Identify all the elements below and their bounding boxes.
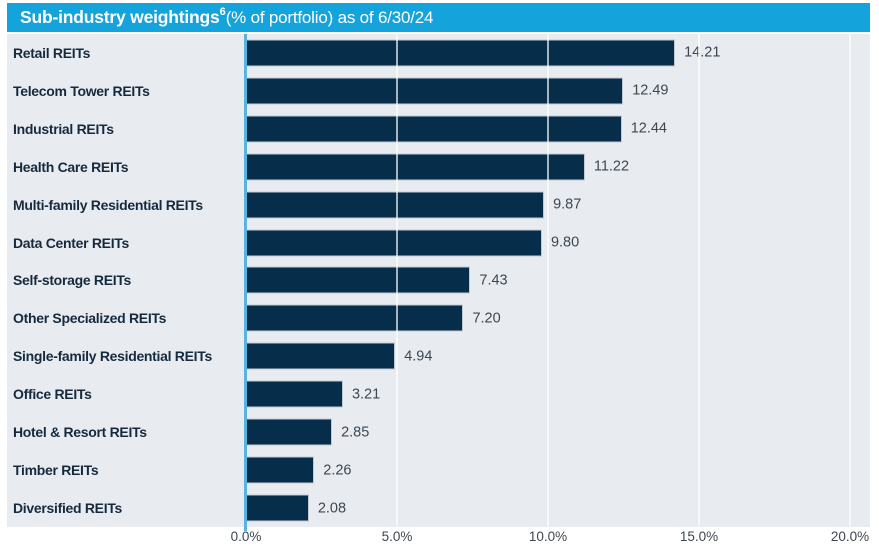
bar-row: Health Care REITs 11.22 (7, 148, 870, 186)
value-label: 3.21 (351, 386, 381, 403)
bar (246, 115, 622, 143)
bar-row: Timber REITs 2.26 (7, 451, 870, 489)
bar (246, 153, 585, 181)
bar-row: Data Center REITs 9.80 (7, 224, 870, 262)
bar (246, 304, 464, 332)
gridline (547, 34, 549, 527)
bar-track: 7.20 (246, 304, 850, 332)
footnote-marker: 6 (219, 5, 226, 18)
bar-row: Telecom Tower REITs 12.49 (7, 72, 870, 110)
bar-track: 2.08 (246, 494, 850, 522)
category-label: Health Care REITs (13, 158, 129, 175)
bar-track: 3.21 (246, 380, 850, 408)
category-label: Timber REITs (13, 462, 99, 479)
x-axis-tick-label: 10.0% (528, 529, 568, 544)
category-label: Retail REITs (13, 44, 91, 61)
value-label: 2.85 (341, 424, 370, 441)
bar-track: 12.44 (246, 115, 850, 143)
category-label: Industrial REITs (13, 120, 114, 137)
bar (246, 229, 542, 257)
value-label: 9.87 (553, 196, 582, 213)
category-label: Office REITs (13, 386, 92, 403)
bar-track: 11.22 (246, 153, 850, 181)
category-label: Data Center REITs (13, 234, 130, 251)
category-label: Hotel & Resort REITs (13, 424, 147, 441)
bar (246, 380, 343, 408)
value-label: 7.20 (472, 310, 501, 327)
bar (246, 494, 309, 522)
bar (246, 39, 676, 67)
x-axis-tick-label: 15.0% (679, 529, 719, 544)
x-axis-tick-label: 0.0% (230, 529, 262, 544)
bar-track: 14.21 (246, 39, 850, 67)
bar (246, 342, 396, 370)
bar (246, 266, 471, 294)
gridline (396, 34, 398, 527)
bar (246, 456, 315, 484)
gridline (849, 34, 851, 527)
chart-title: Sub-industry weightings (20, 7, 220, 27)
category-label: Self-storage REITs (13, 272, 132, 289)
category-label: Multi-family Residential REITs (13, 196, 203, 213)
bar-row: Self-storage REITs 7.43 (7, 262, 870, 300)
category-label: Single-family Residential REITs (13, 348, 212, 365)
category-label: Other Specialized REITs (13, 310, 167, 327)
value-label: 12.49 (632, 82, 669, 99)
bar (246, 418, 333, 446)
value-label: 2.08 (317, 500, 347, 517)
bar-row: Multi-family Residential REITs 9.87 (7, 186, 870, 224)
value-label: 7.43 (479, 272, 508, 289)
bar-track: 9.80 (246, 229, 850, 257)
category-label: Diversified REITs (13, 500, 123, 517)
y-axis-line (244, 34, 247, 531)
bar-chart-plot-area: Retail REITs 14.21 Telecom Tower REITs 1… (7, 34, 870, 527)
bar (246, 191, 545, 219)
bar-row: Other Specialized REITs 7.20 (7, 299, 870, 337)
x-axis-tick-label: 20.0% (830, 529, 870, 544)
bar-row: Retail REITs 14.21 (7, 34, 870, 72)
bar-row: Hotel & Resort REITs 2.85 (7, 413, 870, 451)
bar-track: 2.85 (246, 418, 850, 446)
gridline (698, 34, 700, 527)
category-label: Telecom Tower REITs (13, 82, 150, 99)
value-label: 9.80 (550, 234, 580, 251)
bar (246, 77, 624, 105)
bar-row: Industrial REITs 12.44 (7, 110, 870, 148)
bar-track: 12.49 (246, 77, 850, 105)
bar-track: 9.87 (246, 191, 850, 219)
bar-row: Diversified REITs 2.08 (7, 489, 870, 527)
x-axis-tick-label: 5.0% (381, 529, 413, 544)
value-label: 4.94 (404, 348, 433, 365)
bar-track: 4.94 (246, 342, 850, 370)
bar-row: Office REITs 3.21 (7, 375, 870, 413)
value-label: 2.26 (323, 462, 352, 479)
bar-track: 7.43 (246, 266, 850, 294)
value-label: 12.44 (630, 120, 667, 137)
bar-row: Single-family Residential REITs 4.94 (7, 337, 870, 375)
value-label: 14.21 (684, 44, 721, 61)
bar-rows: Retail REITs 14.21 Telecom Tower REITs 1… (7, 34, 870, 527)
chart-header: Sub-industry weightings 6 (% of portfolio… (7, 3, 870, 32)
chart-subtitle: (% of portfolio) as of 6/30/24 (225, 7, 434, 27)
value-label: 11.22 (593, 158, 630, 175)
